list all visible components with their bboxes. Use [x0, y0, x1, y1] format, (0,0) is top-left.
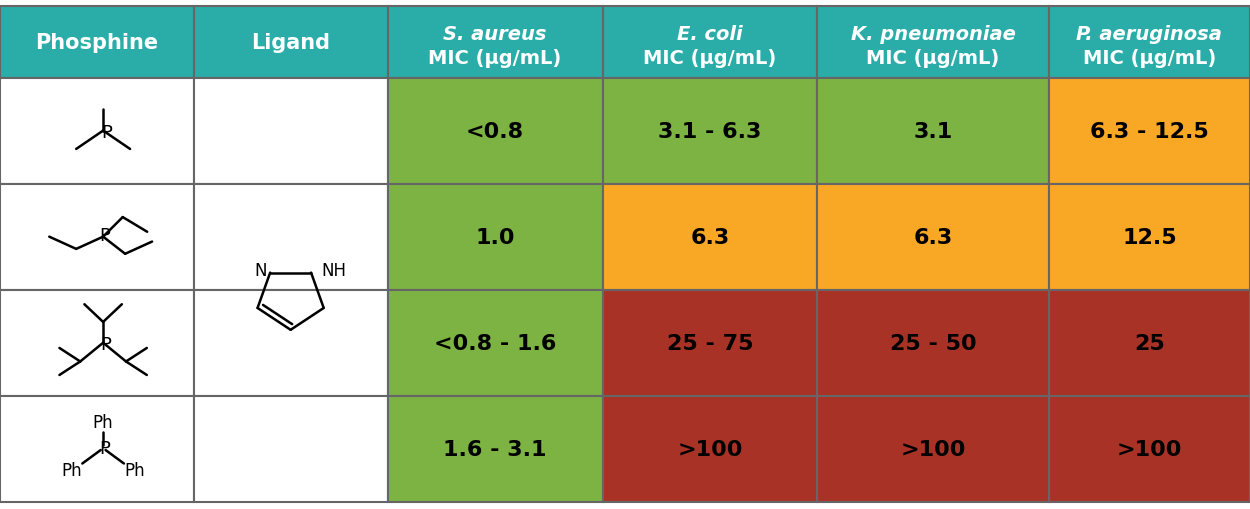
Text: MIC (μg/mL): MIC (μg/mL): [866, 49, 1000, 68]
Text: 25 - 75: 25 - 75: [666, 333, 754, 353]
Text: 6.3: 6.3: [690, 227, 730, 247]
Text: 12.5: 12.5: [1122, 227, 1176, 247]
Text: 1.0: 1.0: [475, 227, 515, 247]
Text: Ph: Ph: [92, 413, 114, 431]
Text: >100: >100: [900, 439, 966, 459]
Text: 3.1: 3.1: [914, 121, 952, 142]
Bar: [194, 184, 388, 290]
Bar: [0, 7, 194, 78]
Text: 25 - 50: 25 - 50: [890, 333, 976, 353]
Text: <0.8: <0.8: [466, 121, 524, 142]
Bar: [388, 7, 602, 78]
Text: 6.3: 6.3: [914, 227, 952, 247]
Bar: [1049, 78, 1250, 184]
Bar: [818, 396, 1049, 502]
Bar: [194, 78, 388, 184]
Bar: [602, 396, 818, 502]
Text: E. coli: E. coli: [678, 25, 742, 44]
Text: >100: >100: [1116, 439, 1182, 459]
Text: Phosphine: Phosphine: [35, 33, 159, 53]
Bar: [1049, 396, 1250, 502]
Bar: [388, 290, 602, 396]
Bar: [388, 78, 602, 184]
Bar: [602, 290, 818, 396]
Bar: [194, 290, 388, 396]
Text: Ph: Ph: [61, 461, 81, 478]
Text: K. pneumoniae: K. pneumoniae: [851, 25, 1015, 44]
Text: NH: NH: [321, 262, 346, 279]
Text: P: P: [101, 124, 112, 142]
Text: Ph: Ph: [125, 461, 145, 478]
Text: >100: >100: [678, 439, 742, 459]
Text: MIC (μg/mL): MIC (μg/mL): [644, 49, 776, 68]
Bar: [0, 184, 194, 290]
Text: MIC (μg/mL): MIC (μg/mL): [429, 49, 561, 68]
Bar: [0, 78, 194, 184]
Bar: [0, 290, 194, 396]
Bar: [818, 184, 1049, 290]
Text: S. aureus: S. aureus: [444, 25, 546, 44]
Text: <0.8 - 1.6: <0.8 - 1.6: [434, 333, 556, 353]
Bar: [194, 7, 388, 78]
Text: P: P: [99, 227, 110, 245]
Bar: [0, 396, 194, 502]
Text: Ligand: Ligand: [251, 33, 330, 53]
Text: P: P: [99, 439, 110, 457]
Text: 25: 25: [1134, 333, 1165, 353]
Bar: [1049, 290, 1250, 396]
Bar: [818, 78, 1049, 184]
Bar: [194, 396, 388, 502]
Bar: [818, 290, 1049, 396]
Bar: [388, 184, 602, 290]
Bar: [602, 184, 818, 290]
Text: 1.6 - 3.1: 1.6 - 3.1: [444, 439, 546, 459]
Bar: [388, 396, 602, 502]
Text: 6.3 - 12.5: 6.3 - 12.5: [1090, 121, 1209, 142]
Text: P: P: [100, 335, 111, 353]
Bar: [602, 78, 818, 184]
Bar: [602, 7, 818, 78]
Text: P. aeruginosa: P. aeruginosa: [1076, 25, 1222, 44]
Text: MIC (μg/mL): MIC (μg/mL): [1082, 49, 1216, 68]
Bar: [1049, 184, 1250, 290]
Text: N: N: [254, 262, 266, 279]
Bar: [818, 7, 1049, 78]
Bar: [1049, 7, 1250, 78]
Text: 3.1 - 6.3: 3.1 - 6.3: [659, 121, 761, 142]
